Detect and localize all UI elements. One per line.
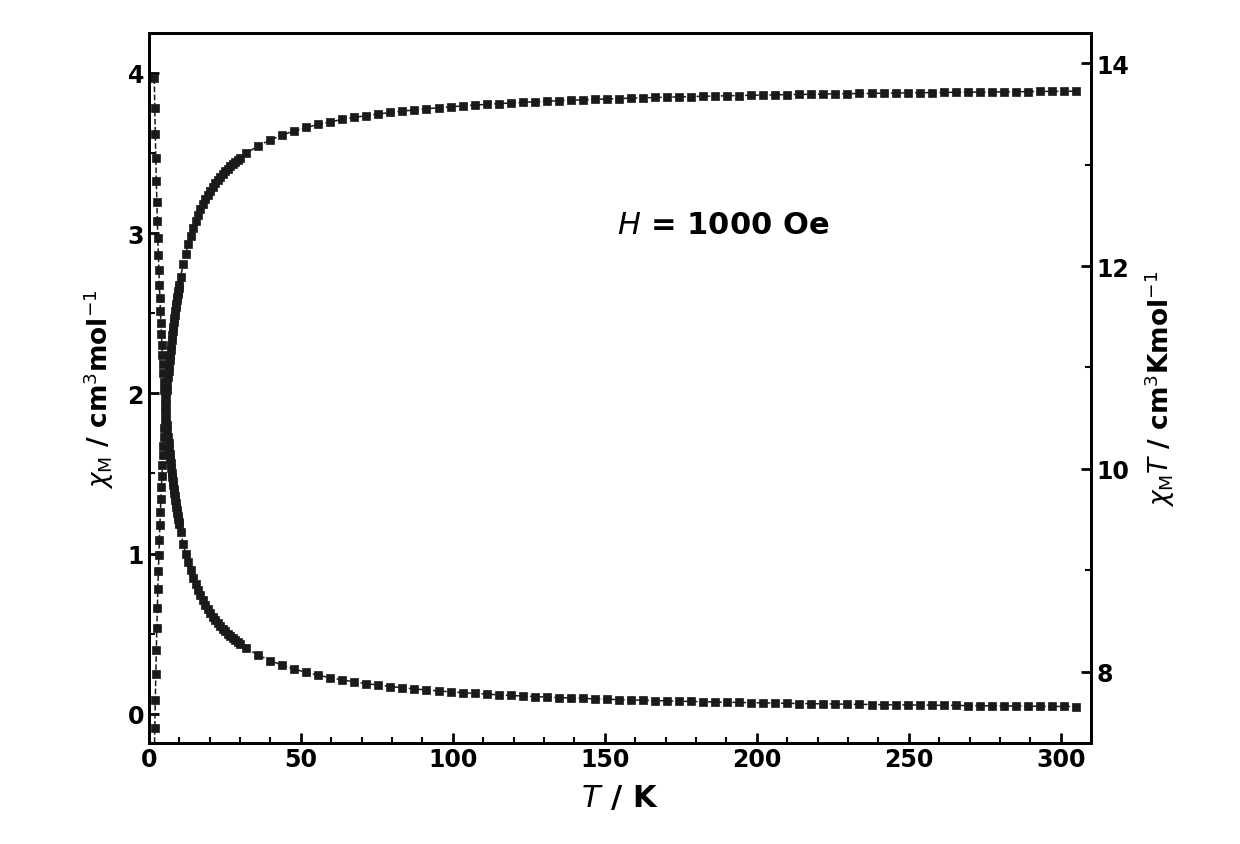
Y-axis label: $\chi_{\rm M}$$\mathit{T}$ / cm$^{3}$Kmol$^{-1}$: $\chi_{\rm M}$$\mathit{T}$ / cm$^{3}$Kmo… [1143,270,1177,506]
Y-axis label: $\chi_{\rm M}$ / cm$^{3}$mol$^{-1}$: $\chi_{\rm M}$ / cm$^{3}$mol$^{-1}$ [82,289,117,488]
Text: $\mathit{H}$ = 1000 Oe: $\mathit{H}$ = 1000 Oe [618,211,830,240]
X-axis label: $\mathit{T}$ / K: $\mathit{T}$ / K [582,782,658,812]
